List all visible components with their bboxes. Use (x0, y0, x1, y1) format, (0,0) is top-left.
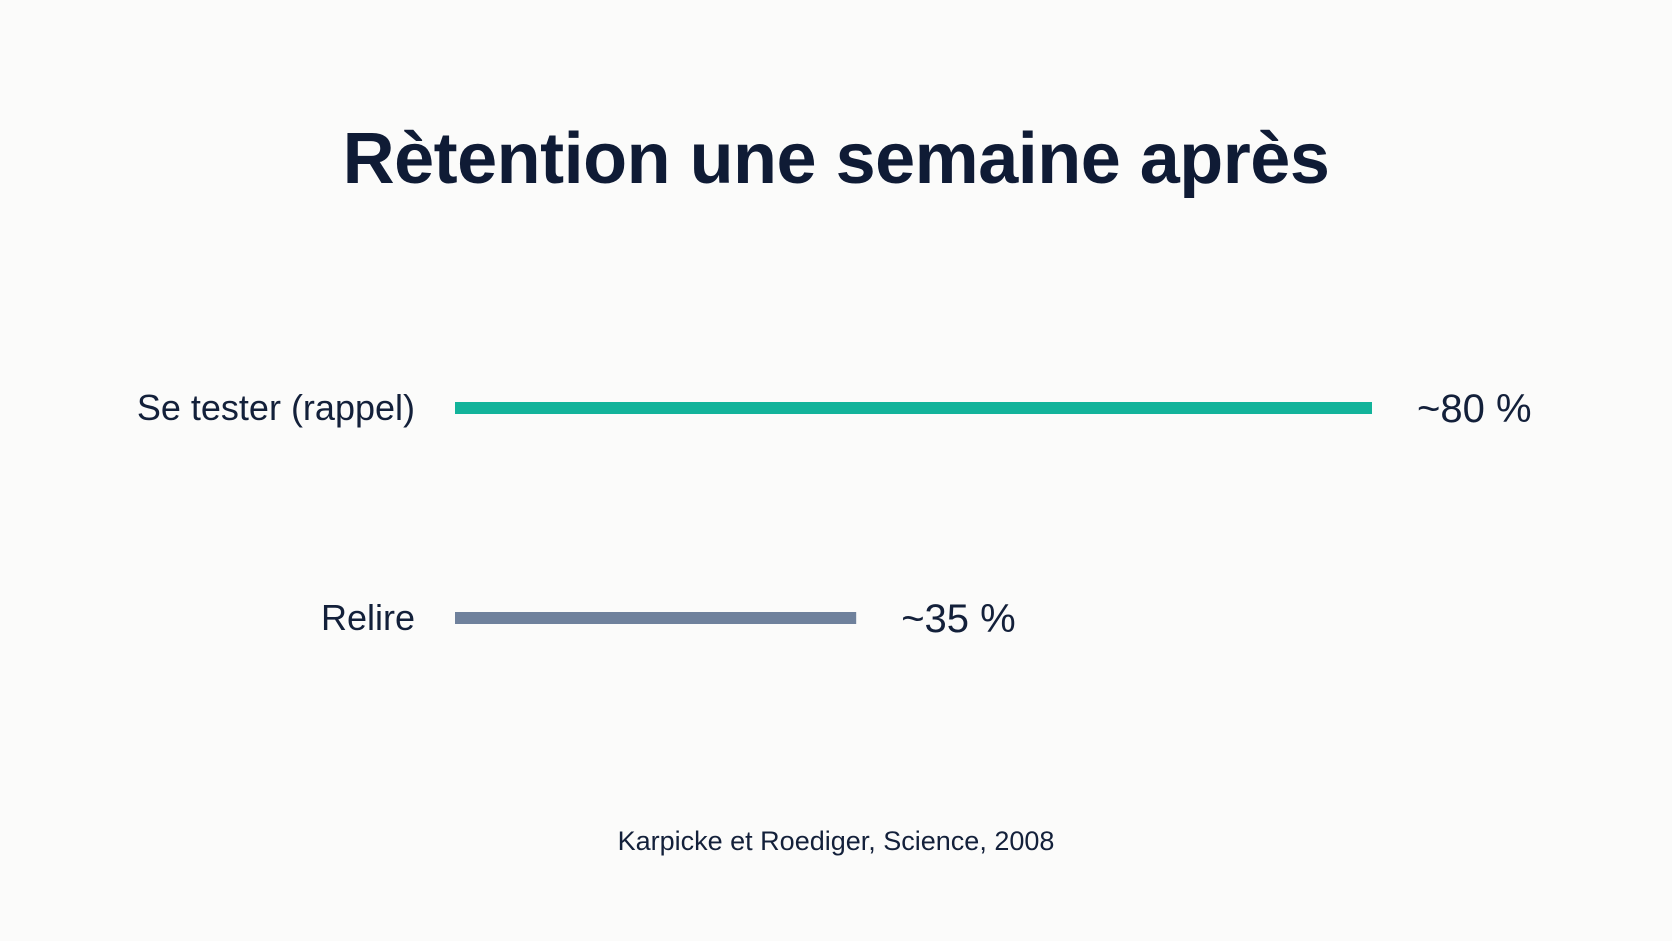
chart-title: Rètention une semaine après (342, 119, 1330, 199)
category-label: Relire (321, 597, 415, 638)
category-label: Se tester (rappel) (137, 387, 415, 428)
value-label: ~80 % (1417, 387, 1532, 431)
value-label: ~35 % (901, 597, 1016, 641)
source-citation: Karpicke et Roediger, Science, 2008 (617, 826, 1055, 856)
bar (455, 402, 1372, 414)
bar (455, 612, 857, 624)
